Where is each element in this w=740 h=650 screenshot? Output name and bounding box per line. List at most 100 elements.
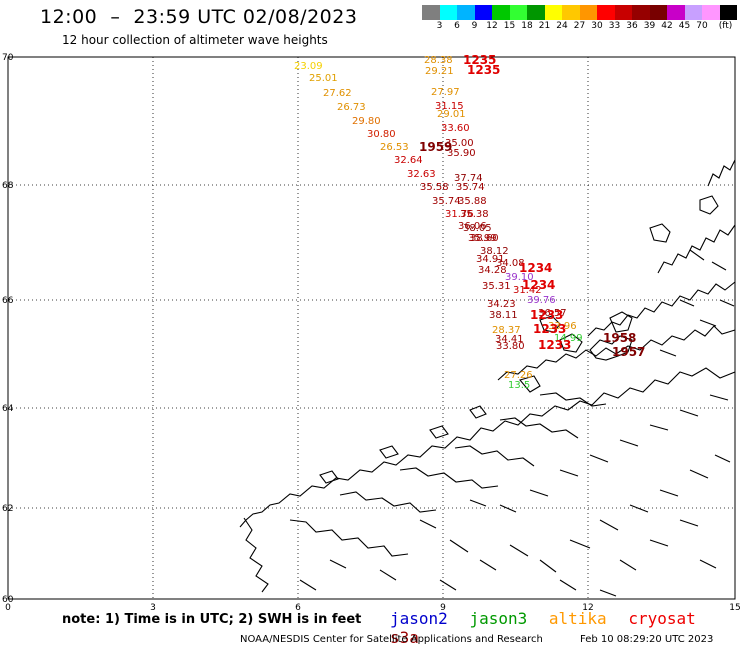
wave-height-label: 27.26 <box>504 370 533 381</box>
colorbar-swatch <box>527 5 545 20</box>
y-tick-label: 68 <box>2 181 14 191</box>
wave-height-label: 26.53 <box>380 142 409 153</box>
wave-height-label: 35.90 <box>447 148 476 159</box>
colorbar-swatch <box>492 5 510 20</box>
legend-altika: altika <box>548 609 607 628</box>
wave-height-label: 34.28 <box>478 265 507 276</box>
colorbar-label: 36 <box>626 21 638 31</box>
wave-height-label: 35.99 <box>468 233 497 244</box>
colorbar-swatch <box>649 5 667 20</box>
colorbar-label: 45 <box>678 21 691 31</box>
x-tick-label: 9 <box>440 603 446 613</box>
wave-height-label: 39.76 <box>527 295 556 306</box>
colorbar-swatch <box>614 5 632 20</box>
colorbar-swatch <box>597 5 615 20</box>
colorbar-swatch <box>509 5 527 20</box>
colorbar-swatch <box>457 5 475 20</box>
wave-height-label: 27.62 <box>323 88 352 99</box>
pass-time-label: 1233 <box>533 322 566 336</box>
map-title: 12:00 – 23:59 UTC 02/08/2023 <box>40 6 358 28</box>
wave-height-label: 38.11 <box>489 310 518 321</box>
graticule: 0 3 6 9 12 15 70 68 66 64 62 60 <box>2 53 740 613</box>
wave-height-label: 29.01 <box>437 109 466 120</box>
pass-time-label: 1958 <box>603 331 636 345</box>
pass-time-label: 1233 <box>538 338 571 352</box>
credit-line: NOAA/NESDIS Center for Satellite Applica… <box>240 634 543 645</box>
wave-height-label: 35.74 <box>432 196 461 207</box>
colorbar-label: 39 <box>643 21 656 31</box>
colorbar-swatch <box>439 5 457 20</box>
wave-height-label: 35.88 <box>458 196 487 207</box>
colorbar-label: 42 <box>661 21 673 31</box>
wave-height-label: 33.80 <box>496 341 525 352</box>
colorbar-label: 30 <box>591 21 603 31</box>
colorbar-label: 9 <box>471 21 478 31</box>
wave-height-label: 34.41 <box>495 334 524 345</box>
colorbar-label: 6 <box>454 21 460 31</box>
wave-height-label: 28.38 <box>424 55 453 66</box>
wave-height-label: 38.60 <box>470 233 499 244</box>
y-tick-label: 70 <box>2 53 14 63</box>
colorbar-labels: 3 6 9 12 15 18 21 24 27 30 33 36 39 42 45 70 (ft) <box>422 21 740 33</box>
y-tick-label: 64 <box>2 404 14 414</box>
colorbar-label: 27 <box>573 21 586 31</box>
colorbar-label: 15 <box>503 21 516 31</box>
x-tick-label: 0 <box>5 603 11 613</box>
x-tick-label: 12 <box>582 603 593 613</box>
colorbar-swatch <box>544 5 562 20</box>
wave-height-label: 35.58 <box>420 182 449 193</box>
colorbar-label: 33 <box>608 21 621 31</box>
colorbar-swatch <box>719 5 737 20</box>
wave-height-label: 25.01 <box>309 73 338 84</box>
x-tick-label: 3 <box>150 603 156 613</box>
colorbar-label: 70 <box>696 21 708 31</box>
wave-height-label: 33.60 <box>441 123 470 134</box>
colorbar-label: 12 <box>486 21 498 31</box>
colorbar-label: 21 <box>538 21 551 31</box>
x-tick-label: 15 <box>729 603 740 613</box>
wave-height-label: 30.80 <box>367 129 396 140</box>
wave-height-label: 34.91 <box>476 254 505 265</box>
wave-height-label: 34.23 <box>487 299 516 310</box>
y-tick-label: 66 <box>2 296 14 306</box>
wave-height-label: 35.31 <box>482 281 511 292</box>
colorbar-swatch <box>702 5 720 20</box>
colorbar-swatch <box>474 5 492 20</box>
colorbar-label: 3 <box>436 21 443 31</box>
colorbar-swatch <box>684 5 702 20</box>
colorbar-label: (ft) <box>718 21 733 31</box>
wave-height-label: 23.09 <box>294 61 323 72</box>
pass-time-label: 1957 <box>612 345 645 359</box>
wave-height-label: 13.5 <box>508 380 530 391</box>
wave-height-label: 39.10 <box>505 272 534 283</box>
pass-time-label: 1233 <box>530 308 563 322</box>
coastline <box>239 159 736 597</box>
wave-height-label: 33.96 <box>548 321 577 332</box>
legend-jason3: jason3 <box>469 609 528 628</box>
colorbar-swatch <box>562 5 580 20</box>
wave-height-label: 34.08 <box>496 258 525 269</box>
colorbar-label: 24 <box>556 21 568 31</box>
generated-timestamp: Feb 10 08:29:20 UTC 2023 <box>580 634 714 645</box>
colorbar-swatch <box>667 5 685 20</box>
colorbar-swatch <box>422 5 440 20</box>
colorbar-swatch <box>579 5 597 20</box>
wave-height-label: 14.99 <box>554 333 583 344</box>
pass-time-label: 1234 <box>522 278 555 292</box>
wave-height-label: 37.74 <box>454 173 483 184</box>
map-frame <box>7 56 736 600</box>
pass-time-label: 1234 <box>519 261 552 275</box>
wave-height-label: 32.64 <box>394 155 423 166</box>
pass-time-label: 1235 <box>467 63 500 77</box>
colorbar-label: 18 <box>521 21 533 31</box>
y-tick-label: 62 <box>2 504 13 514</box>
footer-note: note: 1) Time is in UTC; 2) SWH is in fe… <box>62 612 362 627</box>
wave-height-label: 36.06 <box>458 221 487 232</box>
colorbar-swatch <box>632 5 650 20</box>
wave-height-label: 28.37 <box>492 325 521 336</box>
wave-height-label: 31.76 <box>445 209 474 220</box>
map-subtitle: 12 hour collection of altimeter wave hei… <box>62 33 328 47</box>
colorbar <box>422 5 737 20</box>
wave-height-label: 32.63 <box>407 169 436 180</box>
